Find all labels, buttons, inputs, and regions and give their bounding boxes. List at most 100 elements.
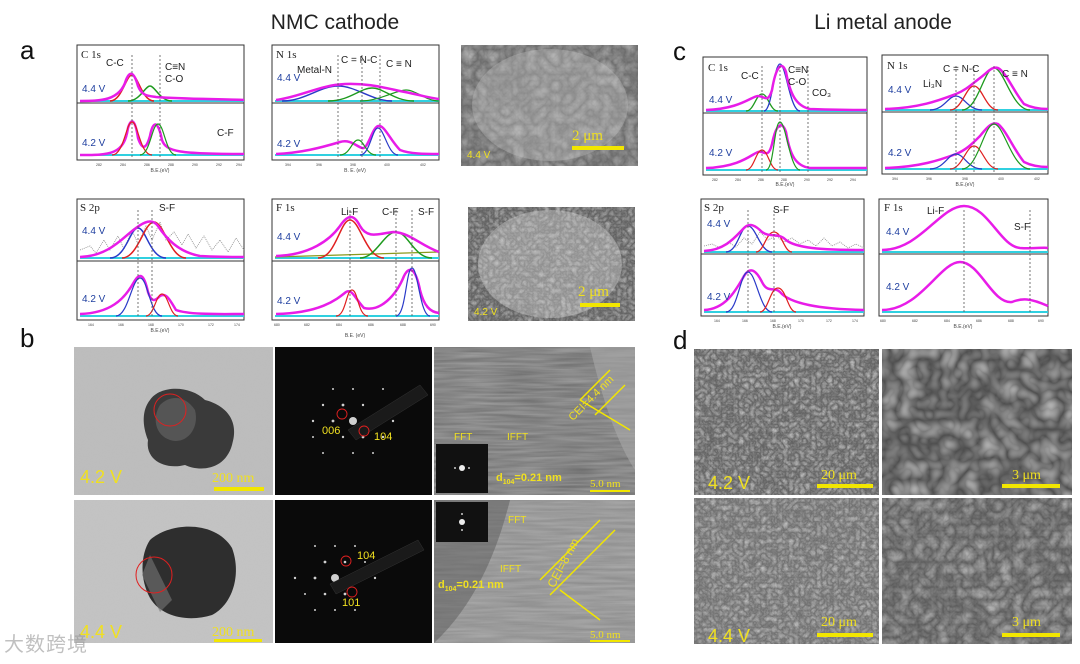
nmc-sem-scale-label-bottom: 2 μm [578, 284, 609, 300]
nmc-s2p-tick: 174 [234, 323, 240, 327]
li-c1s-peak-co3: CO₃ [812, 88, 831, 99]
li-c1s-plot: C 1s C-C C≡N C-O CO₃ 4.4 V 4.2 V 282 284… [702, 56, 868, 188]
nmc-n1s-voltage-44: 4.4 V [277, 73, 301, 84]
tem-spot-101: 101 [342, 597, 360, 609]
li-n1s-peak-li3n: Li₃N [923, 79, 942, 90]
tem-ifft-label-row2: IFFT [500, 564, 521, 575]
nmc-c1s-tick: 286 [144, 163, 150, 167]
tem-scalebar-row2 [214, 639, 262, 642]
nmc-n1s-peak-cn: C ≡ N [386, 59, 412, 70]
nmc-s2p-peak-sf: S-F [159, 203, 175, 214]
li-sem-scalebar-44-high [1002, 633, 1060, 637]
nmc-sem-scalebar-bottom [580, 303, 620, 307]
tem-dspacing-row2: d104=0.21 nm [438, 579, 504, 593]
nmc-f1s-plot: F 1s Li-F C-F S-F 4.4 V 4.2 V 680 682 68… [271, 198, 440, 339]
nmc-s2p-voltage-44: 4.4 V [82, 226, 106, 237]
tem-spot-104-row2: 104 [357, 550, 375, 562]
nmc-sem-scalebar-top [572, 146, 624, 150]
tem-dspacing-sub-row2: 104 [445, 586, 457, 593]
tem-dspacing-sub-row1: 104 [503, 479, 515, 486]
tem-hr-scale-label-row1: 5.0 nm [590, 478, 621, 490]
li-n1s-peak-cn: C ≡ N [1002, 69, 1028, 80]
tem-hrtem-42v: CEI=4.4 nm FFT IFFT d104=0.21 nm 5.0 nm [434, 347, 635, 495]
tem-scale-label-row2: 200 nm [212, 625, 255, 640]
li-c1s-peak-cc: C-C [741, 71, 759, 82]
nmc-sem-voltage-44: 4.4 V [467, 150, 491, 161]
tem-hr-scale-label-row2: 5.0 nm [590, 629, 621, 641]
nmc-title: NMC cathode [271, 11, 399, 34]
tem-hr-scalebar-row1 [590, 490, 630, 492]
nmc-s2p-tick: 166 [118, 323, 124, 327]
li-n1s-tick: 402 [1034, 177, 1040, 181]
li-n1s-voltage-44: 4.4 V [888, 85, 912, 96]
li-n1s-tick: 398 [962, 177, 968, 181]
li-n1s-tick: 400 [998, 177, 1004, 181]
li-sem-scale-label-44-high: 3 μm [1012, 615, 1041, 630]
nmc-f1s-tick: 688 [400, 323, 406, 327]
nmc-n1s-tick: 402 [420, 163, 426, 167]
li-s2p-voltage-44: 4.4 V [707, 219, 731, 230]
li-s2p-tick: 174 [852, 319, 858, 323]
nmc-c1s-tick: 294 [236, 163, 242, 167]
nmc-s2p-tick: 170 [178, 323, 184, 327]
li-sem-scale-label-42-high: 3 μm [1012, 468, 1041, 483]
tem-dspacing-row1: d104=0.21 nm [496, 472, 562, 486]
li-n1s-voltage-42: 4.2 V [888, 148, 912, 159]
nmc-sem-scale-label-top: 2 μm [572, 128, 603, 144]
li-s2p-tick: 172 [826, 319, 832, 323]
li-n1s-tick: 394 [892, 177, 898, 181]
li-s2p-plot: S 2p S-F 4.4 V 4.2 V 164 166 168 170 172… [700, 198, 865, 330]
nmc-s2p-tick: 164 [88, 323, 94, 327]
li-c1s-voltage-44: 4.4 V [709, 95, 733, 106]
panel-label-a: a [20, 35, 35, 65]
nmc-c1s-peak-cc: C-C [106, 58, 124, 69]
tem-saed-44v: 104 101 [275, 500, 432, 643]
nmc-s2p-voltage-42: 4.2 V [82, 294, 106, 305]
li-c1s-tick: 284 [735, 178, 741, 182]
tem-scale-label-row1: 200 nm [212, 471, 255, 486]
li-c1s-voltage-42: 4.2 V [709, 148, 733, 159]
li-anode-title: Li metal anode [814, 11, 952, 34]
nmc-n1s-peak-metaln: Metal-N [297, 65, 332, 76]
li-sem-44v-high-mag: 3 μm [882, 498, 1072, 644]
nmc-c1s-voltage-44: 4.4 V [82, 84, 106, 95]
tem-dspacing-prefix-row1: d [496, 472, 503, 484]
li-f1s-tick: 688 [1008, 319, 1014, 323]
nmc-c1s-xlabel: B.E.(eV) [151, 168, 170, 174]
li-n1s-element: N 1s [887, 60, 907, 72]
nmc-f1s-tick: 686 [368, 323, 374, 327]
li-f1s-voltage-42: 4.2 V [886, 282, 910, 293]
li-sem-scalebar-42-high [1002, 484, 1060, 488]
li-f1s-voltage-44: 4.4 V [886, 227, 910, 238]
nmc-n1s-peak-cnc: C = N-C [341, 55, 377, 66]
nmc-c1s-tick: 290 [192, 163, 198, 167]
li-sem-42v-low-mag: 4.2 V 20 μm [694, 349, 879, 495]
nmc-n1s-xlabel: B. E. (eV) [344, 168, 366, 174]
li-sem-voltage-44: 4.4 V [708, 626, 750, 646]
watermark-logo: 大数跨境 [4, 628, 88, 657]
nmc-n1s-tick: 398 [350, 163, 356, 167]
nmc-n1s-plot: N 1s Metal-N C = N-C C ≡ N 4.4 V 4.2 V 3… [271, 44, 440, 174]
li-sem-scale-label-44-low: 20 μm [821, 615, 857, 630]
nmc-c1s-plot: C 1s C-C C≡N C-O C-F 4.4 V 4.2 V 282 284… [76, 44, 245, 174]
li-s2p-tick: 168 [770, 319, 776, 323]
nmc-f1s-peak-sf: S-F [418, 207, 434, 218]
li-f1s-plot: F 1s Li-F S-F 4.4 V 4.2 V 680 682 684 68… [878, 198, 1049, 330]
li-sem-scale-label-42-low: 20 μm [821, 468, 857, 483]
panel-label-d: d [673, 325, 687, 355]
tem-hrtem-44v: CEI=8 nm FFT IFFT d104=0.21 nm 5.0 nm [434, 500, 635, 643]
li-f1s-peak-sf: S-F [1014, 222, 1030, 233]
li-sem-scalebar-42-low [817, 484, 873, 488]
tem-spot-006: 006 [322, 425, 340, 437]
nmc-f1s-element: F 1s [276, 202, 295, 214]
nmc-c1s-tick: 282 [96, 163, 102, 167]
panel-label-c: c [673, 36, 686, 66]
tem-spot-104-row1: 104 [374, 431, 392, 443]
li-c1s-peak-cn: C≡N [788, 65, 808, 76]
nmc-c1s-element: C 1s [81, 49, 101, 61]
li-s2p-tick: 170 [798, 319, 804, 323]
li-c1s-tick: 286 [758, 178, 764, 182]
tem-hr-scalebar-row2 [590, 640, 630, 642]
nmc-sem-image-42v: 4.2 V 2 μm [468, 207, 635, 321]
